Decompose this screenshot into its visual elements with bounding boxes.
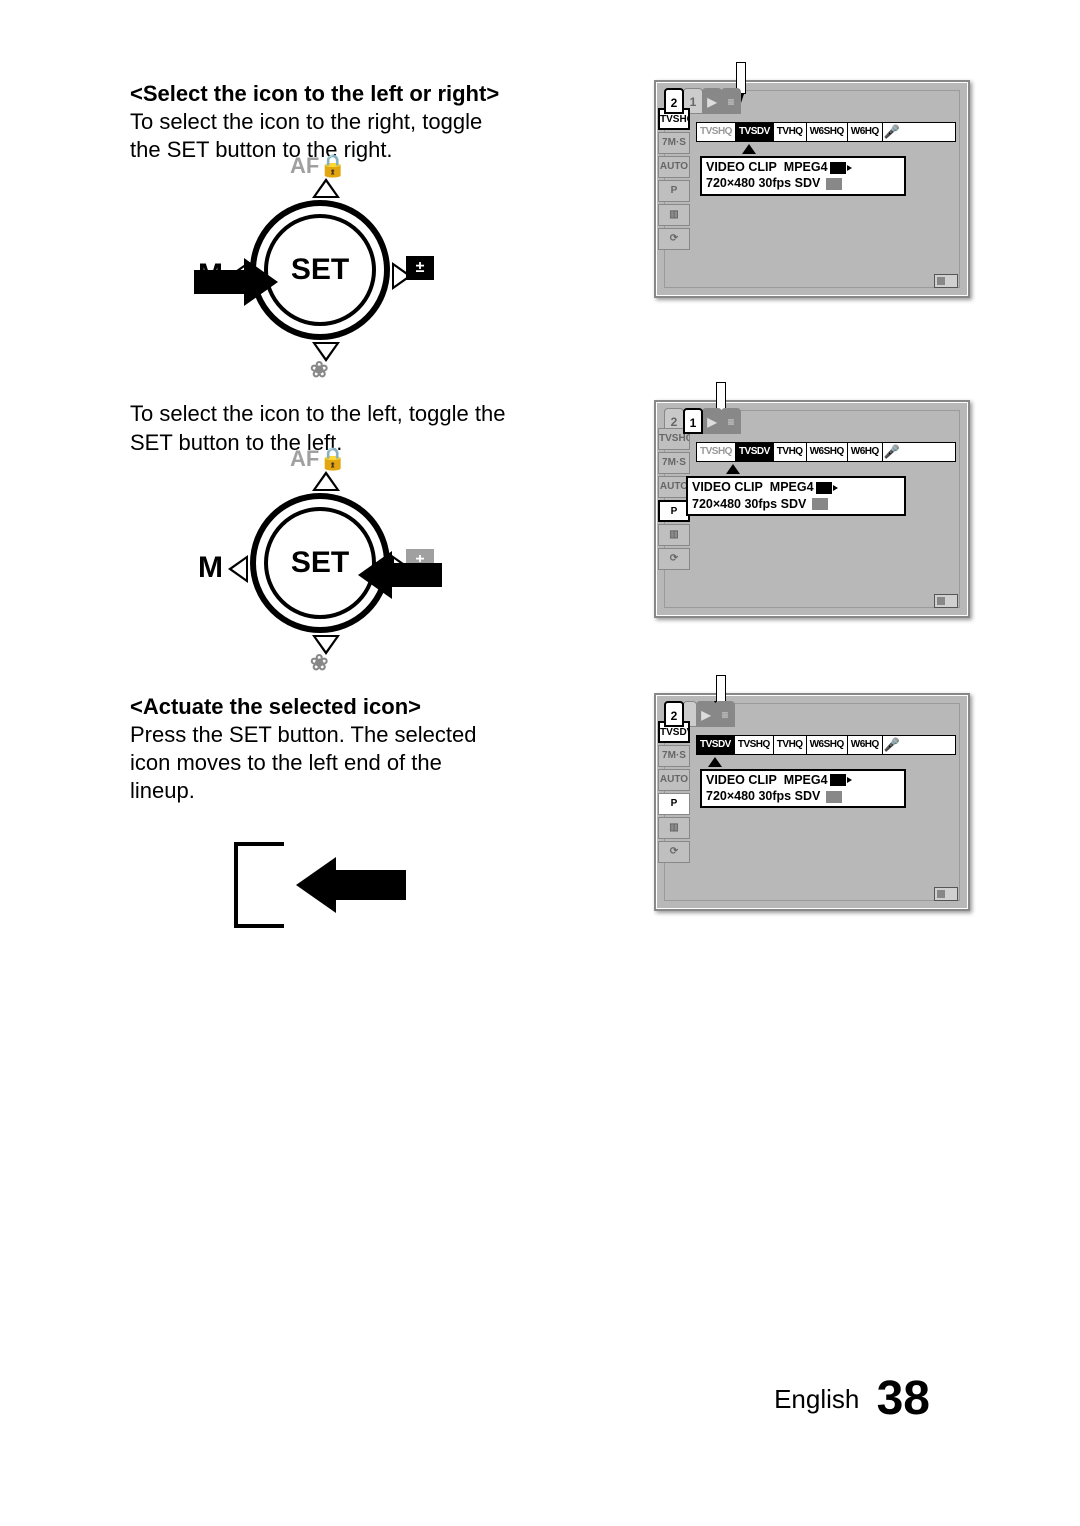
arrow-press-icon [296, 857, 406, 913]
camera-icon [812, 498, 828, 510]
opt-w6hq: W6HQ [848, 443, 883, 461]
af-label: AF🔒 [290, 152, 347, 180]
side-timer-icon: ⟳ [658, 548, 690, 570]
ev-icon: ± [406, 256, 434, 280]
mic-icon: 🎤 [883, 123, 901, 141]
lcd-screen-3: 2 ▶ ≡ TVSDV 7M·S AUTO P ▥ ⟳ TVSDV TVSHQ … [654, 693, 970, 911]
side-icon-column: TVSHQ 7M·S AUTO P ▥ ⟳ [656, 108, 692, 252]
set-dial-right: SET AF🔒 M ± ❀ [220, 170, 420, 370]
set-button-profile [234, 842, 284, 928]
opt-tvsdv: TVSDV [697, 736, 735, 754]
opt-tvhq: TVHQ [774, 123, 807, 141]
opt-tvsdv: TVSDV [736, 123, 774, 141]
tab-2: 2 [664, 88, 684, 114]
option-row: TVSDV TVSHQ TVHQ W6SHQ W6HQ 🎤 [696, 735, 956, 755]
battery-icon [934, 594, 958, 608]
arrow-right-icon [194, 258, 278, 306]
side-7ms: 7M·S [658, 452, 690, 474]
opt-tvshq: TVSHQ [735, 736, 774, 754]
page-footer: English 38 [774, 1371, 930, 1426]
opt-tvhq: TVHQ [774, 443, 807, 461]
tooltip: VIDEO CLIP MPEG4 720×480 30fps SDV [686, 476, 906, 516]
side-timer-icon: ⟳ [658, 228, 690, 250]
flower-icon: ❀ [310, 649, 328, 677]
opt-w6shq: W6SHQ [807, 443, 848, 461]
mic-icon: 🎤 [883, 443, 901, 461]
lcd-screen-2: 2 1 ▶ ≡ TVSHQ 7M·S AUTO P ▥ ⟳ TVSHQ TVSD… [654, 400, 970, 618]
side-hist-icon: ▥ [658, 204, 690, 226]
tab-play-icon: ▶ [702, 408, 722, 434]
camera-icon [826, 791, 842, 803]
tab-play-icon: ▶ [696, 701, 716, 727]
camera-icon [826, 178, 842, 190]
set-dial-left: SET AF🔒 M ± ❀ [220, 463, 420, 663]
tab-row: 2 1 ▶ ≡ [664, 88, 740, 114]
opt-tvshq: TVSHQ [697, 123, 736, 141]
side-auto: AUTO [658, 769, 690, 791]
af-label: AF🔒 [290, 445, 347, 473]
tab-1: 1 [683, 408, 703, 434]
section2-para: Press the SET button. The selected icon … [130, 721, 510, 805]
side-icon-column: TVSDV 7M·S AUTO P ▥ ⟳ [656, 721, 692, 865]
side-7ms: 7M·S [658, 132, 690, 154]
tab-setup-icon: ≡ [721, 88, 741, 114]
battery-icon [934, 887, 958, 901]
side-hist-icon: ▥ [658, 524, 690, 546]
tab-row: 2 ▶ ≡ [664, 701, 734, 727]
m-label: M [198, 549, 223, 587]
side-auto: AUTO [658, 156, 690, 178]
battery-icon [934, 274, 958, 288]
opt-w6shq: W6SHQ [807, 736, 848, 754]
tab-2: 2 [664, 701, 684, 727]
tab-play-icon: ▶ [702, 88, 722, 114]
page-number: 38 [877, 1372, 930, 1425]
footer-language: English [774, 1384, 859, 1414]
lcd-screen-1: 2 1 ▶ ≡ TVSHQ 7M·S AUTO P ▥ ⟳ TVSHQ TVSD… [654, 80, 970, 298]
section2-heading: <Actuate the selected icon> [130, 693, 510, 721]
videocam-icon [816, 482, 832, 494]
side-7ms: 7M·S [658, 745, 690, 767]
side-p: P [658, 793, 690, 815]
opt-w6hq: W6HQ [848, 736, 883, 754]
side-hist-icon: ▥ [658, 817, 690, 839]
side-timer-icon: ⟳ [658, 841, 690, 863]
opt-tvhq: TVHQ [774, 736, 807, 754]
opt-tvsdv: TVSDV [736, 443, 774, 461]
tab-setup-icon: ≡ [721, 408, 741, 434]
mic-icon: 🎤 [883, 736, 901, 754]
side-p: P [658, 180, 690, 202]
option-row: TVSHQ TVSDV TVHQ W6SHQ W6HQ 🎤 [696, 122, 956, 142]
flower-icon: ❀ [310, 356, 328, 384]
arrow-left-icon [358, 551, 442, 599]
tooltip: VIDEO CLIP MPEG4 720×480 30fps SDV [700, 769, 906, 809]
videocam-icon [830, 162, 846, 174]
press-button-diagram [190, 835, 450, 935]
section1-heading: <Select the icon to the left or right> [130, 80, 510, 108]
videocam-icon [830, 774, 846, 786]
opt-w6shq: W6SHQ [807, 123, 848, 141]
opt-tvshq: TVSHQ [697, 443, 736, 461]
tooltip: VIDEO CLIP MPEG4 720×480 30fps SDV [700, 156, 906, 196]
opt-w6hq: W6HQ [848, 123, 883, 141]
option-row: TVSHQ TVSDV TVHQ W6SHQ W6HQ 🎤 [696, 442, 956, 462]
tab-setup-icon: ≡ [715, 701, 735, 727]
